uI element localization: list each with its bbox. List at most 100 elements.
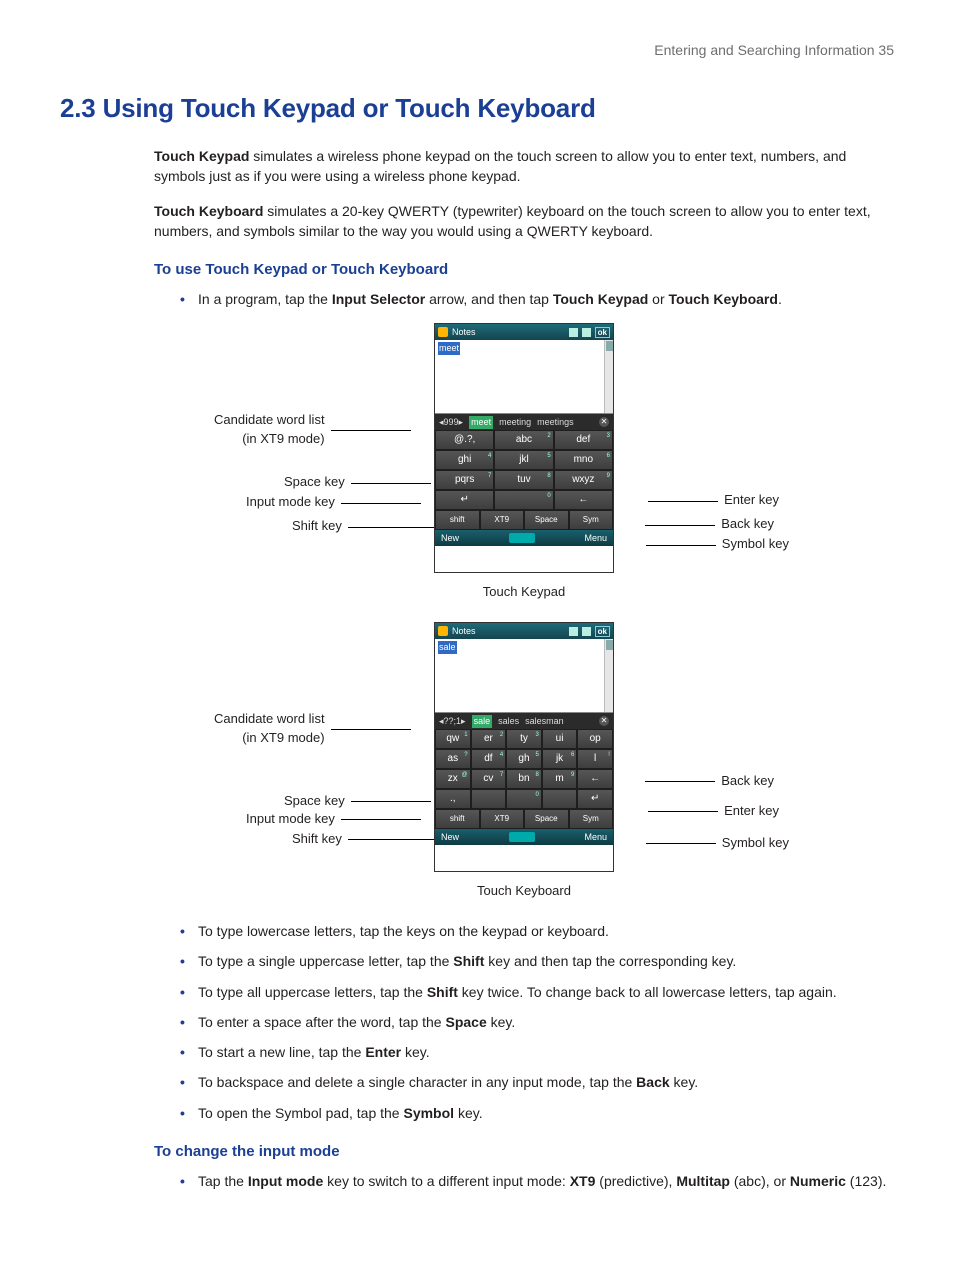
key: cv7 <box>471 769 507 789</box>
keypad-grid: @.?, abc2 def3 ghi4 jkl5 mno6 pqrs7 tuv8… <box>435 430 613 530</box>
section-title: 2.3 Using Touch Keypad or Touch Keyboard <box>60 90 894 128</box>
key-back: ← <box>577 769 613 789</box>
close-icon: ✕ <box>599 716 609 726</box>
text: To type all uppercase letters, tap the <box>198 984 427 1000</box>
typed-text: sale <box>438 641 457 654</box>
instruction-list-3: Tap the Input mode key to switch to a di… <box>180 1171 894 1191</box>
key: 0 <box>494 490 553 510</box>
key-shift: shift <box>435 809 480 829</box>
note-area: sale <box>435 639 613 713</box>
volume-icon <box>582 328 591 337</box>
callout-input-mode-key: Input mode key <box>246 810 335 829</box>
phone-screenshot-keyboard: Notes ok sale ◂??;1▸ sale sales salesman… <box>434 622 614 872</box>
text: In a program, tap the <box>198 291 332 307</box>
callout-back-key: Back key <box>721 515 774 534</box>
candidate-word: meeting <box>499 416 531 429</box>
callout-text: Enter key <box>724 492 779 507</box>
volume-icon <box>582 627 591 636</box>
intro-paragraph-2: Touch Keyboard simulates a 20-key QWERTY… <box>154 201 894 242</box>
softkey-new: New <box>441 532 459 545</box>
key: ty3 <box>506 729 542 749</box>
callout-input-mode-key: Input mode key <box>246 493 335 512</box>
key-sym: Sym <box>569 510 614 530</box>
figure-touch-keyboard: Candidate word list (in XT9 mode) Space … <box>224 622 824 872</box>
callout-symbol-key: Symbol key <box>722 834 789 853</box>
key: mno6 <box>554 450 613 470</box>
key-shift: shift <box>435 510 480 530</box>
candidate-word: salesman <box>525 715 564 728</box>
app-title: Notes <box>452 625 476 638</box>
touch-keypad-term: Touch Keypad <box>553 291 648 307</box>
candidate-selected: sale <box>472 715 493 728</box>
app-title: Notes <box>452 326 476 339</box>
key: jk6 <box>542 749 578 769</box>
callout-candidate-list: Candidate word list (in XT9 mode) <box>214 710 325 748</box>
touch-keypad-term: Touch Keypad <box>154 148 249 164</box>
intro-p1-text: simulates a wireless phone keypad on the… <box>154 148 846 184</box>
key: op <box>577 729 613 749</box>
callout-shift-key: Shift key <box>292 517 342 536</box>
candidate-selected: meet <box>469 416 493 429</box>
list-item: To type a single uppercase letter, tap t… <box>180 951 894 971</box>
text: Tap the <box>198 1173 248 1189</box>
back-term: Back <box>636 1074 669 1090</box>
key-enter: ↵ <box>577 789 613 809</box>
input-selector-icon <box>509 533 535 543</box>
page-header: Entering and Searching Information 35 <box>60 40 894 60</box>
key-xt9: XT9 <box>480 809 525 829</box>
touch-keyboard-term: Touch Keyboard <box>154 203 263 219</box>
text: To start a new line, tap the <box>198 1044 365 1060</box>
subhead-use: To use Touch Keypad or Touch Keyboard <box>154 259 894 281</box>
text: (123). <box>846 1173 886 1189</box>
multitap-term: Multitap <box>676 1173 730 1189</box>
instruction-list-2: To type lowercase letters, tap the keys … <box>180 921 894 1123</box>
key: gh5 <box>506 749 542 769</box>
callout-text: Enter key <box>724 803 779 818</box>
key-enter: ↵ <box>435 490 494 510</box>
list-item: Tap the Input mode key to switch to a di… <box>180 1171 894 1191</box>
text: key. <box>454 1105 483 1121</box>
shift-term: Shift <box>453 953 484 969</box>
callout-text: Shift key <box>292 518 342 533</box>
phone-titlebar: Notes ok <box>435 324 613 340</box>
keyboard-grid: qw1 er2 ty3 ui op as? df4 gh5 jk6 l! zx@… <box>435 729 613 829</box>
callout-text: (in XT9 mode) <box>214 729 325 748</box>
softkey-new: New <box>441 831 459 844</box>
start-icon <box>438 327 448 337</box>
key-space: Space <box>524 809 569 829</box>
space-term: Space <box>445 1014 486 1030</box>
key: l! <box>577 749 613 769</box>
key: bn8 <box>506 769 542 789</box>
note-area: meet <box>435 340 613 414</box>
text: arrow, and then tap <box>425 291 553 307</box>
text: key to switch to a different input mode: <box>323 1173 569 1189</box>
scrollbar <box>604 639 613 712</box>
list-item: To enter a space after the word, tap the… <box>180 1012 894 1032</box>
text: To enter a space after the word, tap the <box>198 1014 445 1030</box>
candidate-bar: ◂999▸ meet meeting meetings ✕ <box>435 414 613 430</box>
list-item: To open the Symbol pad, tap the Symbol k… <box>180 1103 894 1123</box>
callout-shift-key: Shift key <box>292 830 342 849</box>
text: (predictive), <box>595 1173 676 1189</box>
key: def3 <box>554 430 613 450</box>
callout-text: Symbol key <box>722 835 789 850</box>
callout-text: Symbol key <box>722 536 789 551</box>
callout-text: Back key <box>721 516 774 531</box>
signal-icon <box>569 328 578 337</box>
callout-text: Shift key <box>292 831 342 846</box>
subhead-change-mode: To change the input mode <box>154 1141 894 1163</box>
key: tuv8 <box>494 470 553 490</box>
softkey-menu: Menu <box>584 831 607 844</box>
input-mode-term: Input mode <box>248 1173 323 1189</box>
text: key. <box>401 1044 430 1060</box>
symbol-term: Symbol <box>403 1105 454 1121</box>
typed-text: meet <box>438 342 460 355</box>
key: ., <box>435 789 471 809</box>
text: To open the Symbol pad, tap the <box>198 1105 403 1121</box>
text: To backspace and delete a single charact… <box>198 1074 636 1090</box>
close-icon: ✕ <box>599 417 609 427</box>
key: 0 <box>506 789 542 809</box>
key-space: Space <box>524 510 569 530</box>
enter-term: Enter <box>365 1044 401 1060</box>
input-selector-icon <box>509 832 535 842</box>
